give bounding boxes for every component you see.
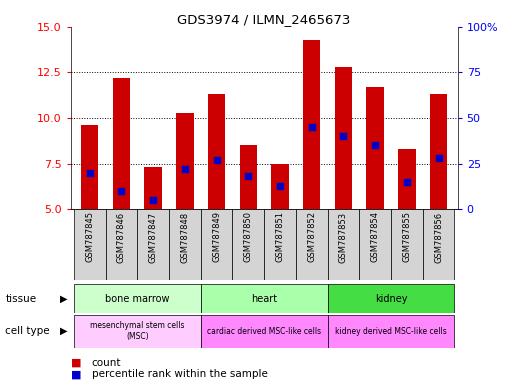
Bar (176, 113, 194, 209)
Text: percentile rank within the sample: percentile rank within the sample (92, 369, 267, 379)
Text: GSM787853: GSM787853 (339, 212, 348, 263)
Text: GSM787846: GSM787846 (117, 212, 126, 263)
Text: GSM787848: GSM787848 (180, 212, 189, 263)
Bar (144, 167, 162, 209)
Bar (74, 209, 106, 280)
Text: GSM787851: GSM787851 (276, 212, 285, 262)
Text: ■: ■ (71, 369, 81, 379)
Bar (81, 125, 98, 209)
Text: GSM787849: GSM787849 (212, 212, 221, 262)
Bar (327, 209, 359, 280)
Bar (201, 209, 232, 280)
Bar (335, 67, 352, 209)
Bar (271, 164, 289, 209)
Text: cardiac derived MSC-like cells: cardiac derived MSC-like cells (207, 327, 321, 336)
Text: GSM787855: GSM787855 (402, 212, 412, 262)
Bar (201, 315, 327, 348)
Text: cell type: cell type (5, 326, 50, 336)
Text: GSM787854: GSM787854 (371, 212, 380, 262)
Text: ▶: ▶ (60, 326, 67, 336)
Bar (74, 284, 201, 313)
Text: bone marrow: bone marrow (105, 293, 169, 304)
Bar (327, 315, 454, 348)
Bar (232, 209, 264, 280)
Bar (137, 209, 169, 280)
Bar (208, 94, 225, 209)
Bar (391, 209, 423, 280)
Bar (359, 209, 391, 280)
Bar (112, 78, 130, 209)
Bar (327, 284, 454, 313)
Text: mesenchymal stem cells
(MSC): mesenchymal stem cells (MSC) (90, 321, 185, 341)
Bar (303, 40, 321, 209)
Text: GSM787856: GSM787856 (434, 212, 443, 263)
Text: heart: heart (251, 293, 277, 304)
Bar (367, 87, 384, 209)
Bar (240, 146, 257, 209)
Bar (169, 209, 201, 280)
Bar (264, 209, 296, 280)
Text: GSM787845: GSM787845 (85, 212, 94, 262)
Bar (296, 209, 327, 280)
Bar (423, 209, 454, 280)
Text: GSM787850: GSM787850 (244, 212, 253, 262)
Text: kidney derived MSC-like cells: kidney derived MSC-like cells (335, 327, 447, 336)
Text: count: count (92, 358, 121, 368)
Bar (74, 315, 201, 348)
Text: GSM787847: GSM787847 (149, 212, 157, 263)
Bar (201, 284, 327, 313)
Bar (398, 149, 416, 209)
Text: ■: ■ (71, 358, 81, 368)
Text: kidney: kidney (375, 293, 407, 304)
Title: GDS3974 / ILMN_2465673: GDS3974 / ILMN_2465673 (177, 13, 351, 26)
Text: GSM787852: GSM787852 (307, 212, 316, 262)
Bar (430, 94, 447, 209)
Text: ▶: ▶ (60, 293, 67, 304)
Text: tissue: tissue (5, 293, 37, 304)
Bar (106, 209, 137, 280)
